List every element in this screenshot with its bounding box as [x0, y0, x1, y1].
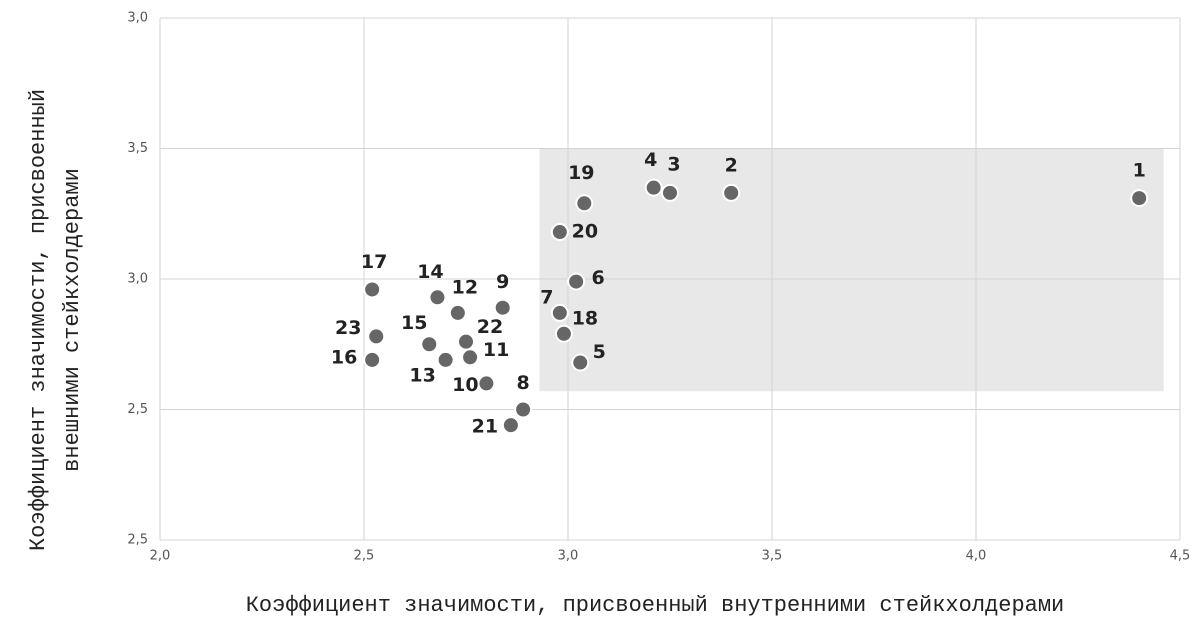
point-label: 3: [667, 153, 680, 175]
point-label: 1: [1133, 160, 1146, 182]
point: [1130, 189, 1149, 208]
y-tick-label: 3,0: [127, 272, 148, 287]
point: [461, 348, 480, 367]
x-tick-label: 4,5: [1170, 549, 1191, 564]
point-label: 12: [452, 276, 478, 298]
point-label: 19: [568, 162, 594, 184]
point: [363, 350, 382, 369]
point-label: 10: [452, 374, 478, 396]
point-label: 5: [593, 341, 606, 363]
point-label: 13: [409, 364, 435, 386]
point: [457, 332, 475, 351]
point: [567, 272, 586, 291]
y-tick-label: 2,5: [127, 402, 148, 417]
point: [661, 183, 679, 202]
point-label: 17: [361, 251, 387, 273]
point: [550, 223, 569, 242]
point: [722, 183, 741, 202]
point-label: 8: [517, 372, 530, 394]
x-tick-label: 3,0: [558, 549, 579, 564]
y-axis-title: Коэффициент значимости, присвоенный: [26, 89, 51, 551]
point-label: 9: [496, 271, 509, 293]
point-label: 22: [477, 316, 503, 338]
point: [367, 327, 386, 346]
x-tick-label: 2,5: [354, 549, 375, 564]
point: [448, 303, 467, 322]
point: [428, 288, 447, 307]
point-label: 18: [572, 307, 598, 329]
point-label: 6: [592, 267, 605, 289]
point-label: 23: [335, 317, 361, 339]
point-label: 16: [331, 346, 357, 368]
x-tick-label: 4,0: [966, 549, 987, 564]
point: [644, 178, 663, 197]
point: [550, 303, 569, 322]
point: [571, 353, 590, 372]
point-label: 14: [417, 261, 443, 283]
x-tick-label: 3,5: [762, 549, 783, 564]
point-label: 21: [472, 416, 498, 438]
y-axis-title: внешними стейкхолдерами: [60, 168, 85, 472]
point-label: 20: [572, 221, 598, 243]
point: [493, 298, 512, 317]
x-axis-title: Коэффициент значимости, присвоенный внут…: [246, 593, 1065, 618]
point: [436, 350, 455, 369]
point: [477, 374, 496, 393]
point: [363, 280, 382, 299]
point-label: 11: [483, 339, 509, 361]
point: [420, 335, 439, 354]
y-tick-label: 3,0: [127, 11, 148, 26]
highlight-region: [539, 148, 1164, 392]
point-label: 15: [401, 312, 427, 334]
point-label: 4: [644, 149, 657, 171]
point: [575, 194, 594, 213]
point: [501, 416, 520, 435]
point: [514, 400, 533, 419]
point-label: 2: [725, 154, 738, 176]
x-tick-label: 2,0: [150, 549, 171, 564]
point: [554, 324, 573, 343]
y-tick-label: 3,5: [127, 141, 148, 156]
point-label: 7: [540, 286, 553, 308]
y-tick-label: 2,5: [127, 533, 148, 548]
